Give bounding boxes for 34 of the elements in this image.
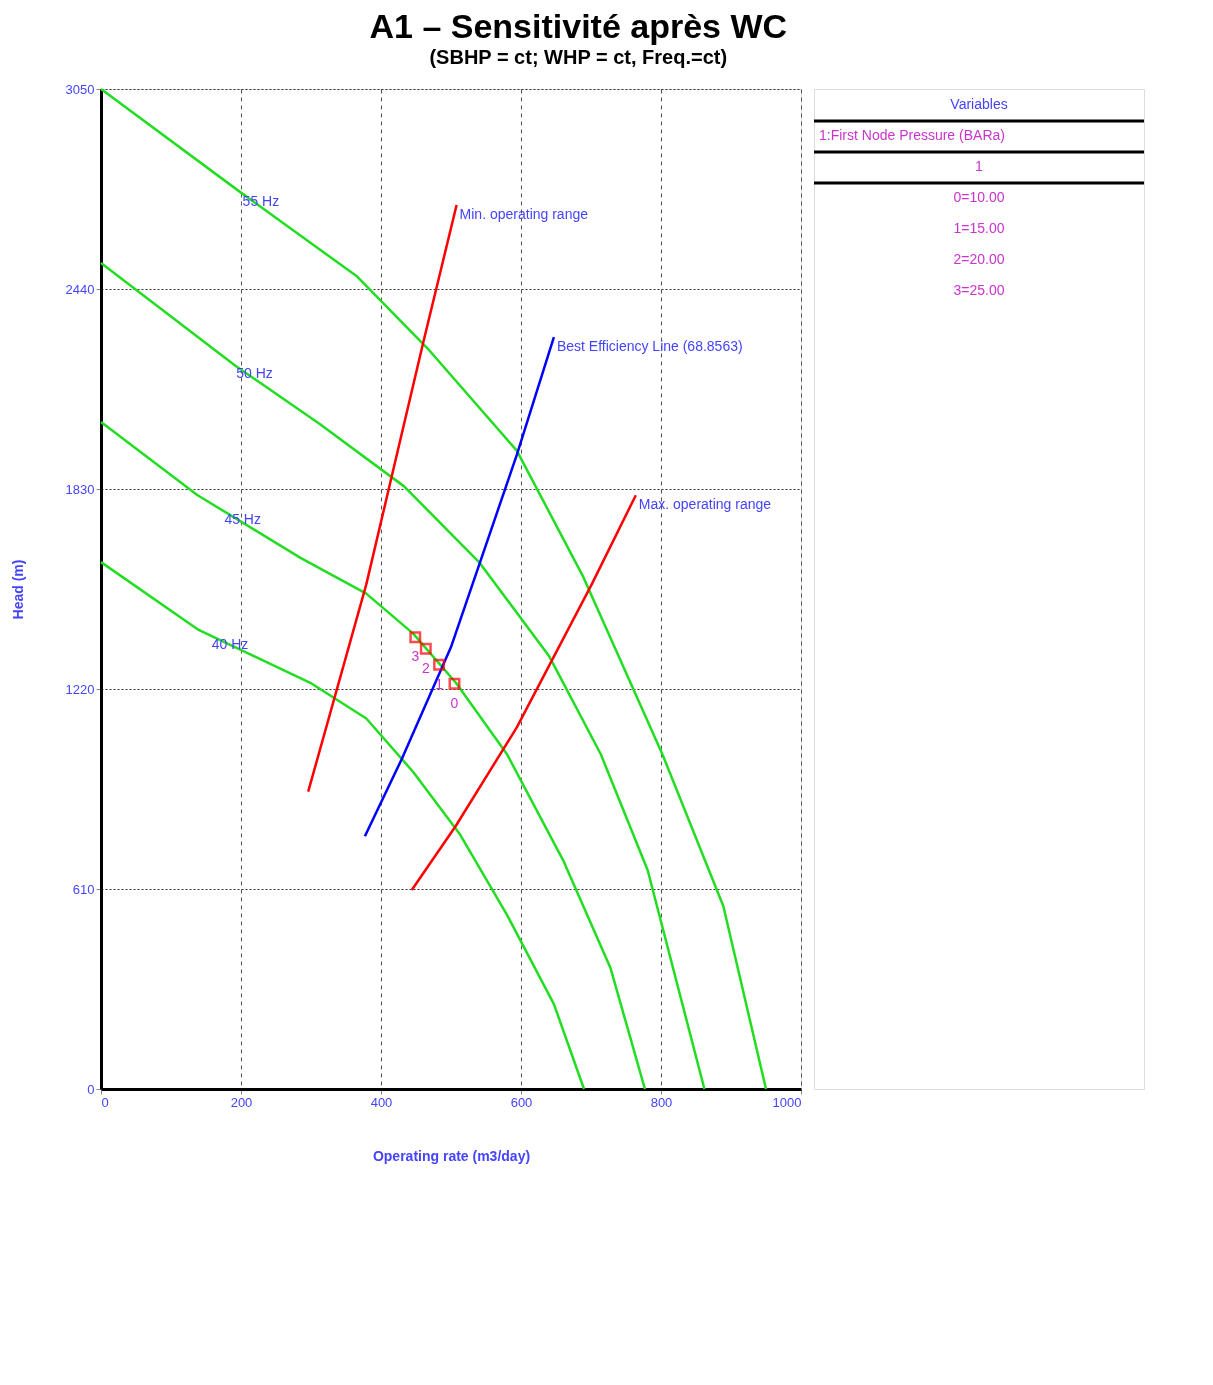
x-tick-label: 600 xyxy=(510,1094,533,1110)
line-series xyxy=(99,560,586,1091)
line-series xyxy=(363,335,556,838)
x-tick-label: 200 xyxy=(230,1094,253,1110)
line-series xyxy=(306,203,458,793)
text: 1:First Node Pressure (BARa) xyxy=(819,127,1005,143)
x-tick-label: 1000 xyxy=(772,1094,802,1110)
x-axis-title: Operating rate (m3/day) xyxy=(372,1147,531,1164)
annotation: 0 xyxy=(450,694,459,711)
line-series xyxy=(410,493,638,892)
x-tick-label: 400 xyxy=(370,1094,393,1110)
chart-subtitle: (SBHP = ct; WHP = ct, Freq.=ct) xyxy=(429,45,728,68)
text: 0=10.00 xyxy=(953,189,1005,205)
text: Variables xyxy=(950,96,1008,112)
text: 1 xyxy=(975,158,984,174)
x-tick-label: 0 xyxy=(101,1094,109,1110)
y-tick-label: 610 xyxy=(72,881,95,897)
y-tick-label: 1220 xyxy=(65,681,95,697)
annotation: 3 xyxy=(411,648,420,665)
annotation: 2 xyxy=(421,659,430,676)
chart-title: A1 – Sensitivité après WC xyxy=(369,6,788,45)
text: 3=25.00 xyxy=(953,282,1005,298)
y-tick-label: 2440 xyxy=(65,281,95,297)
y-tick-label: 1830 xyxy=(65,481,95,497)
annotation: Min. operating range xyxy=(459,206,589,223)
y-axis-title: Head (m) xyxy=(9,559,26,620)
x-tick-label: 800 xyxy=(650,1094,673,1110)
annotation: Max. operating range xyxy=(638,496,772,513)
y-tick-label: 3050 xyxy=(65,81,95,97)
text: 1=15.00 xyxy=(953,220,1005,236)
text: 2=20.00 xyxy=(953,251,1005,267)
y-tick-label: 0 xyxy=(87,1081,95,1097)
annotation: 1 xyxy=(435,675,444,692)
annotation: Best Efficiency Line (68.8563) xyxy=(556,338,743,355)
